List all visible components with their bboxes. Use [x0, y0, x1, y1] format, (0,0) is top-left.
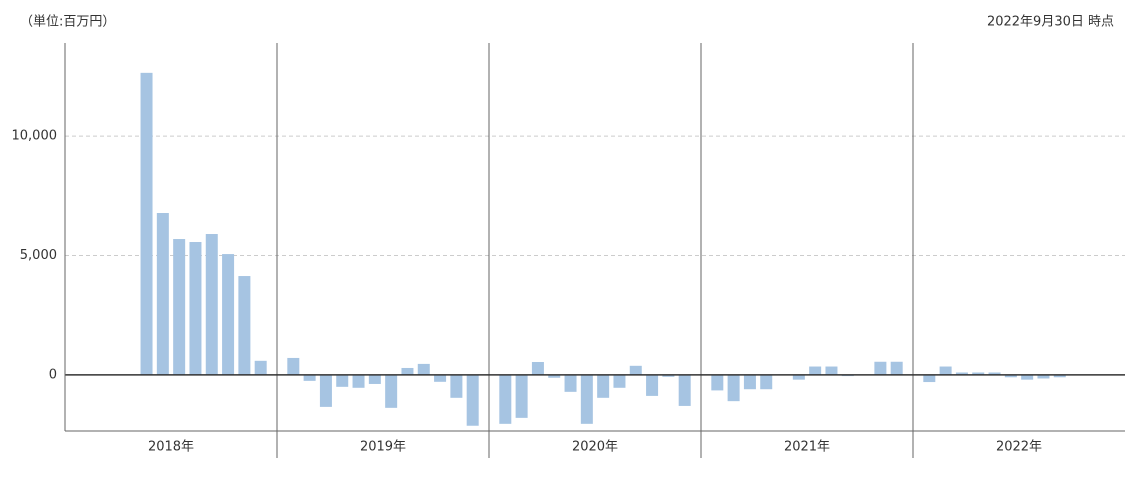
- bar: [531, 361, 544, 375]
- bar: [385, 374, 398, 408]
- bar: [825, 366, 838, 375]
- bar: [955, 372, 968, 375]
- bar: [156, 213, 169, 375]
- bar: [646, 374, 659, 396]
- x-tick-label: 2022年: [996, 440, 1042, 455]
- bar: [580, 374, 593, 424]
- bar: [727, 374, 740, 402]
- bar: [548, 374, 561, 378]
- bar: [1053, 374, 1066, 378]
- bar: [287, 357, 300, 375]
- bar: [923, 374, 936, 383]
- bar: [336, 374, 349, 387]
- bar: [939, 366, 952, 375]
- bar: [254, 360, 267, 375]
- bar: [890, 361, 903, 375]
- bar: [972, 372, 985, 375]
- bar: [368, 374, 381, 384]
- x-tick-label: 2020年: [572, 440, 618, 455]
- bar: [319, 374, 332, 407]
- bar: [711, 374, 724, 391]
- bar: [173, 239, 186, 375]
- bar: [564, 374, 577, 392]
- x-tick-label: 2018年: [148, 440, 194, 455]
- bar: [401, 367, 414, 375]
- as-of-date: 2022年9月30日 時点: [987, 15, 1114, 30]
- bar: [613, 374, 626, 388]
- bar: [1021, 374, 1034, 380]
- unit-label: （単位:百万円）: [20, 14, 115, 30]
- bar: [988, 372, 1001, 375]
- bar: [874, 361, 887, 375]
- bar: [515, 374, 528, 418]
- bar: [499, 374, 512, 424]
- bar: [222, 254, 235, 375]
- bar: [809, 366, 822, 375]
- bar: [205, 234, 218, 375]
- bar: [352, 374, 365, 388]
- bar: [140, 72, 153, 375]
- bar: [743, 374, 756, 390]
- bar: [792, 374, 805, 380]
- bar: [434, 374, 447, 382]
- bar: [662, 374, 675, 377]
- bar: [1004, 374, 1017, 378]
- bar: [760, 374, 773, 390]
- bar: [597, 374, 610, 398]
- bar: [238, 276, 251, 375]
- bar: [466, 374, 479, 426]
- y-tick-label: 10,000: [12, 129, 58, 144]
- y-tick-label: 5,000: [20, 248, 57, 263]
- bar: [629, 365, 642, 375]
- bar: [1037, 374, 1050, 379]
- bar: [303, 374, 316, 381]
- x-tick-label: 2021年: [784, 440, 830, 455]
- bar: [678, 374, 691, 406]
- bar: [450, 374, 463, 398]
- bar: [417, 363, 430, 375]
- x-tick-label: 2019年: [360, 440, 406, 455]
- y-tick-label: 0: [49, 367, 57, 382]
- bar: [189, 242, 202, 375]
